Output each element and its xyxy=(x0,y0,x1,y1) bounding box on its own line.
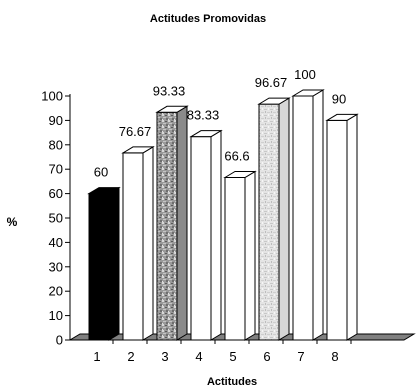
bar-side xyxy=(346,113,358,341)
data-label: 100 xyxy=(294,67,316,82)
bar-front xyxy=(156,111,178,341)
bar-side xyxy=(312,89,324,341)
bar xyxy=(325,113,359,341)
bar xyxy=(189,129,223,341)
y-tick-label: 0 xyxy=(56,333,63,348)
x-tick-label: 4 xyxy=(195,349,202,364)
x-tick-label: 2 xyxy=(127,349,134,364)
y-tick-label: 30 xyxy=(49,259,63,274)
bar-front xyxy=(224,176,246,341)
bars xyxy=(87,89,359,341)
x-tick-label: 5 xyxy=(229,349,236,364)
data-label: 66.6 xyxy=(224,148,249,163)
x-tick-label: 7 xyxy=(297,349,304,364)
y-axis-label: % xyxy=(7,215,18,229)
y-tick-label: 10 xyxy=(49,308,63,323)
data-label: 96.67 xyxy=(255,75,288,90)
bar xyxy=(87,186,121,341)
bar-front xyxy=(190,136,212,341)
bar-top xyxy=(223,170,257,178)
data-label: 90 xyxy=(332,91,346,106)
bar-top xyxy=(87,187,121,195)
y-tick-label: 40 xyxy=(49,235,63,250)
bar-top xyxy=(189,130,223,138)
y-tick-label: 90 xyxy=(49,113,63,128)
bar-front xyxy=(88,193,110,341)
y-tick-label: 20 xyxy=(49,284,63,299)
y-tick-label: 60 xyxy=(49,186,63,201)
x-axis-label: Actitudes xyxy=(207,376,257,388)
bar-side xyxy=(142,146,154,341)
bar-side xyxy=(176,105,188,341)
bar xyxy=(121,146,155,341)
bar-front xyxy=(292,95,314,341)
chart-title: Actitudes Promovidas xyxy=(150,13,266,25)
bar-top xyxy=(257,97,291,105)
data-label: 93.33 xyxy=(153,83,186,98)
bar-side xyxy=(210,129,222,341)
bar-front xyxy=(258,103,280,341)
bar xyxy=(223,170,257,341)
bar-top xyxy=(121,146,155,154)
bar-side xyxy=(244,170,256,341)
bar-front xyxy=(122,152,144,341)
data-label: 83.33 xyxy=(187,108,220,123)
bar-top xyxy=(325,113,359,121)
bar-front xyxy=(326,119,348,341)
data-label: 60 xyxy=(94,165,108,180)
bar-top xyxy=(155,105,189,113)
bar-side xyxy=(278,97,290,341)
bar-top xyxy=(291,89,325,97)
bar xyxy=(291,89,325,341)
bar xyxy=(257,97,291,341)
x-tick-label: 8 xyxy=(331,349,338,364)
y-tick-label: 70 xyxy=(49,162,63,177)
x-tick-label: 3 xyxy=(161,349,168,364)
bar-side xyxy=(108,186,120,341)
y-tick-label: 80 xyxy=(49,137,63,152)
axes: 0 10 20 30 40 50 60 70 80 90 100 1 2 3 4 5 6 7 8 xyxy=(41,89,404,364)
y-tick-label: 100 xyxy=(41,89,63,104)
x-tick-label: 1 xyxy=(93,349,100,364)
data-label: 76.67 xyxy=(119,124,152,139)
y-tick-label: 50 xyxy=(49,211,63,226)
x-tick-label: 6 xyxy=(263,349,270,364)
bar xyxy=(155,105,189,341)
